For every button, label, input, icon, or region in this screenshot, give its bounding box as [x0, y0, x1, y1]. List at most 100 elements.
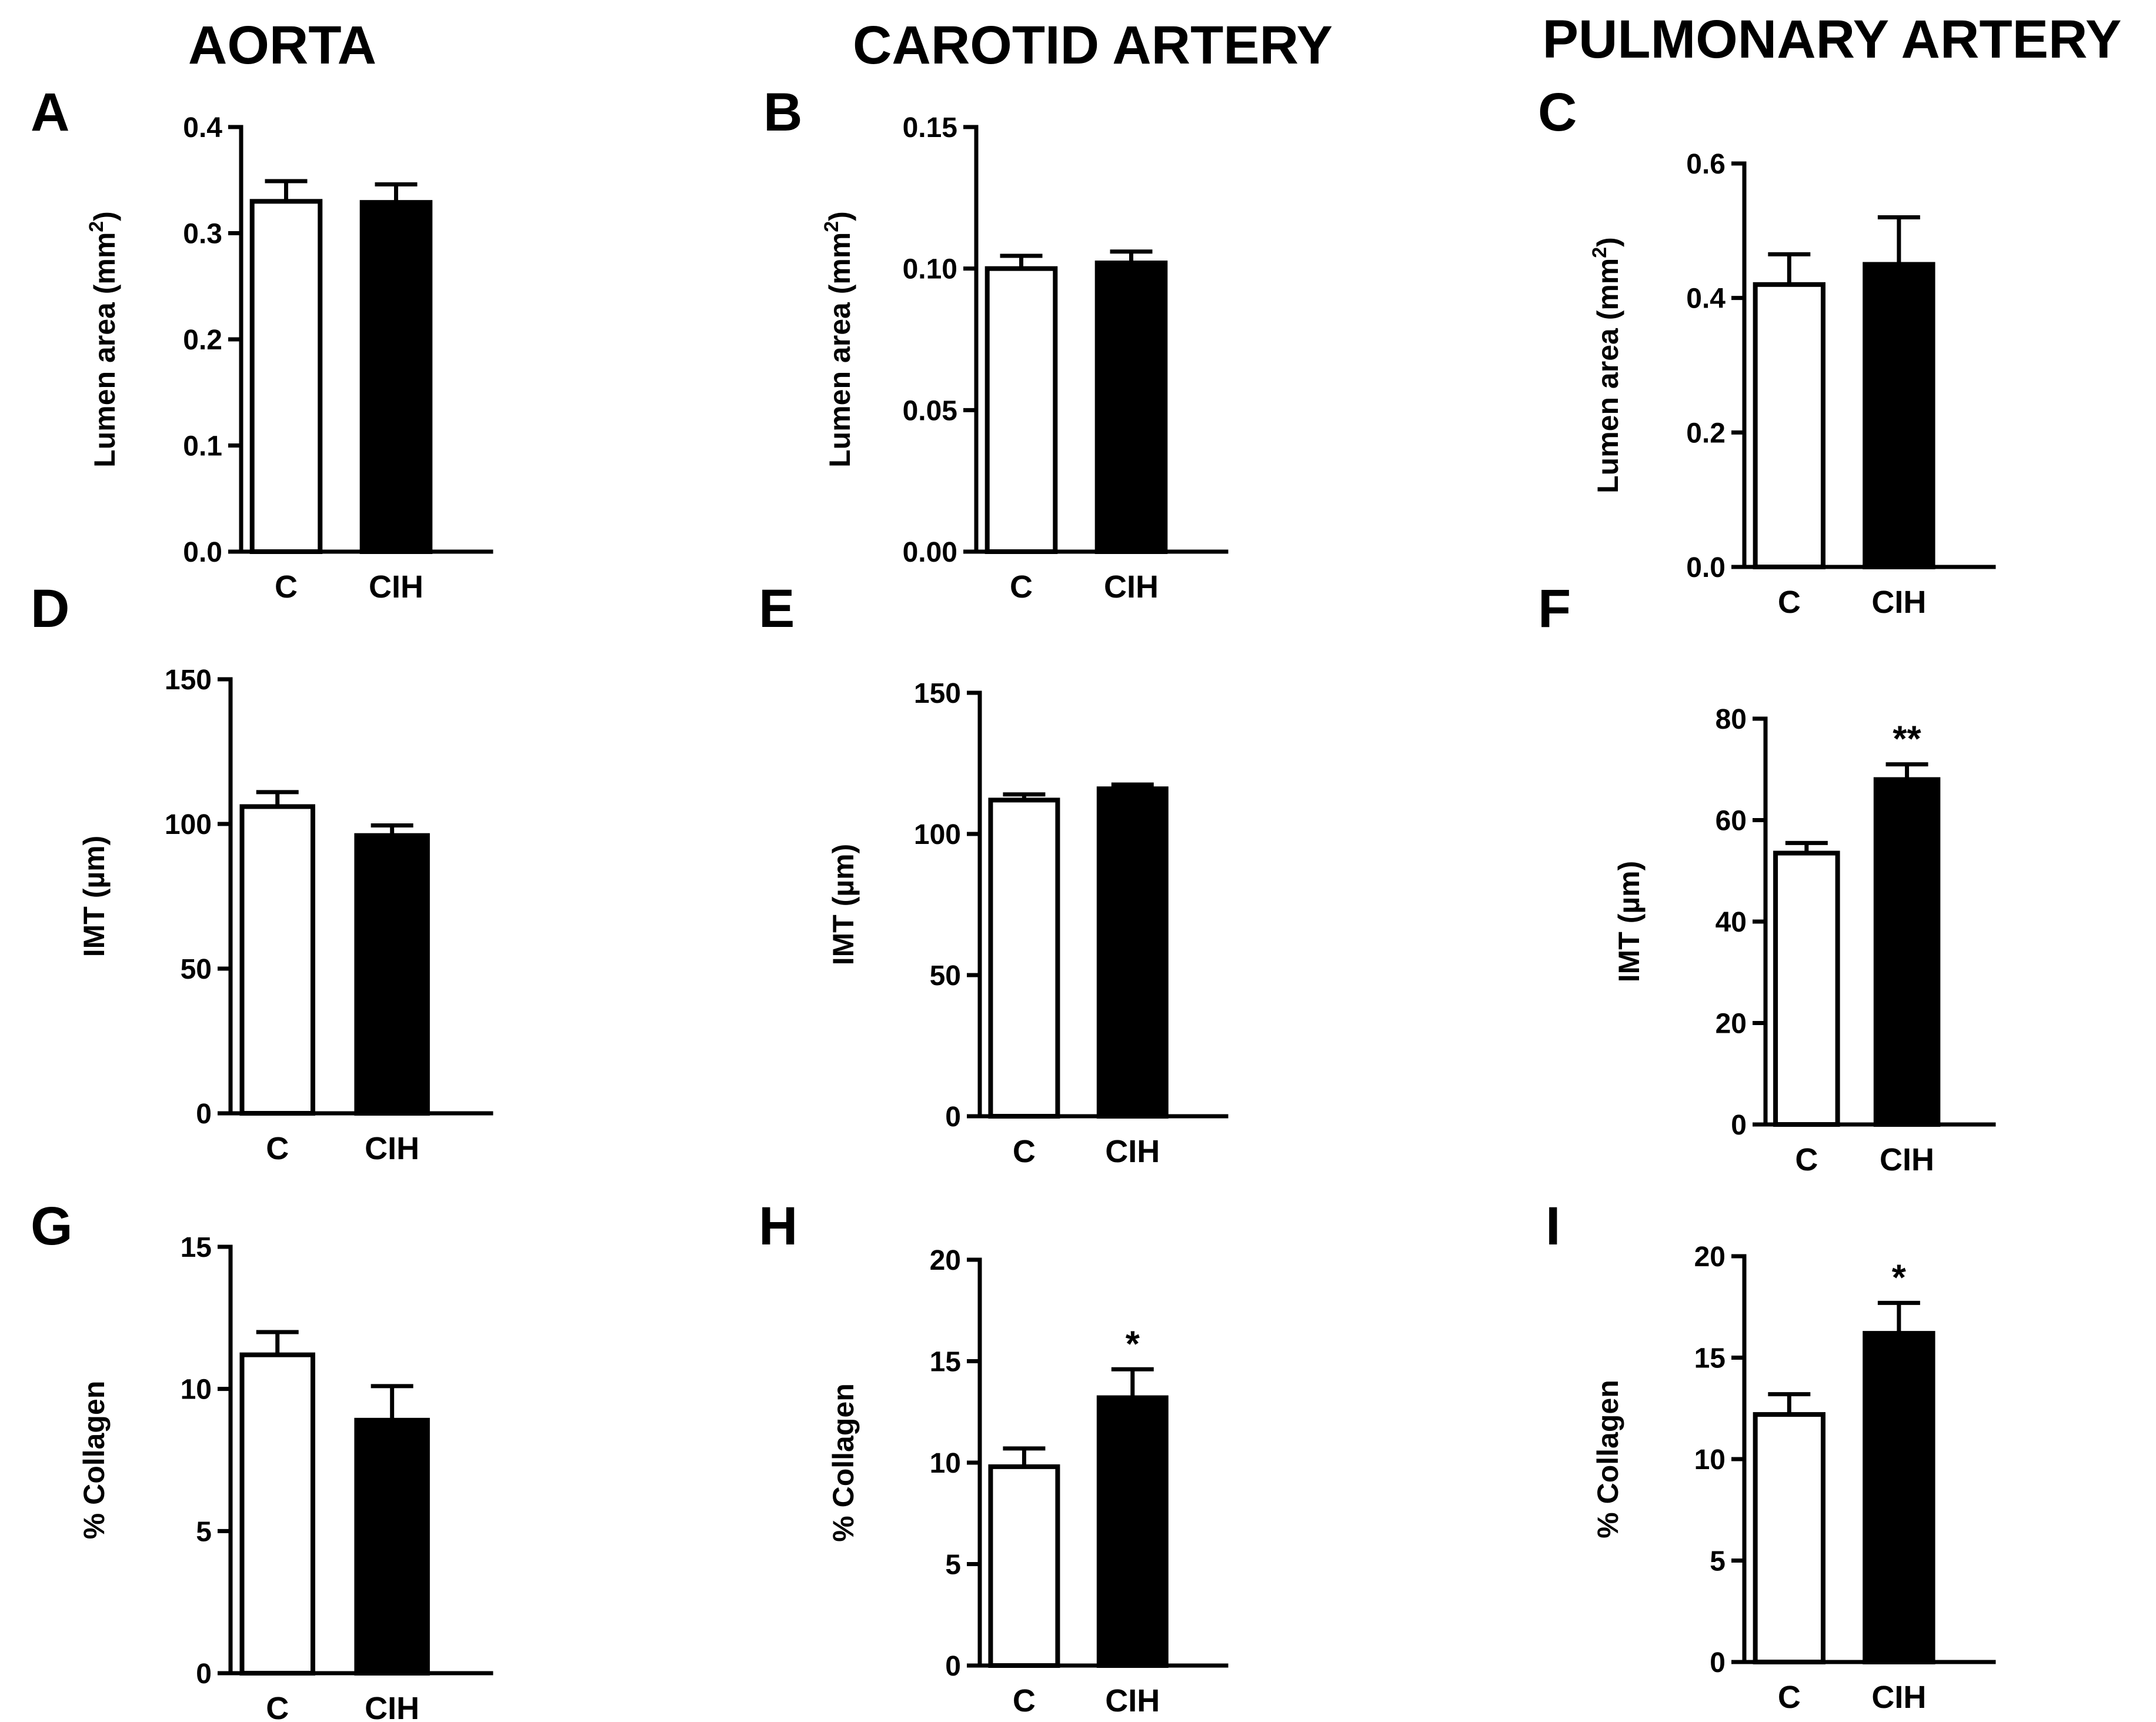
- panel-letter-e: E: [759, 579, 795, 639]
- panel-g: G 0 5 10 15 % Collagen C CIH: [31, 1196, 493, 1722]
- y-tick-label-b: 0.10: [903, 254, 957, 285]
- bar-i-cih: [1863, 1331, 1935, 1665]
- panel-d: D 0 50 100 150 IMT (µm) C CIH: [31, 579, 493, 1166]
- y-tick-label-e: 50: [930, 960, 961, 992]
- y-tick-label-c: 0.0: [1686, 552, 1726, 583]
- x-tick-label-e-cih: CIH: [1105, 1134, 1160, 1169]
- x-tick-label-g-c: C: [266, 1691, 289, 1722]
- y-tick-label-h: 10: [930, 1448, 961, 1479]
- y-axis-label-superscript: 2: [820, 221, 843, 232]
- bar-a-c: [249, 199, 323, 555]
- y-tick-label-b: 0.05: [903, 395, 957, 426]
- panel-f: F 0 20 40 60 80 IMT (µm) C CIH **: [1538, 579, 1996, 1177]
- x-tick-label-c-cih: CIH: [1871, 585, 1926, 620]
- y-tick-label-a: 0.4: [183, 112, 222, 144]
- bar-g-cih: [354, 1417, 430, 1676]
- x-tick-label-c-c: C: [1778, 585, 1801, 620]
- y-axis-label-c: Lumen area (mm2): [1588, 237, 1624, 493]
- bar-f-cih: [1873, 777, 1941, 1127]
- x-tick-label-a-c: C: [275, 569, 298, 605]
- y-axis-label-d: IMT (µm): [78, 836, 111, 957]
- panel-letter-b: B: [763, 82, 802, 142]
- bar-c-cih: [1863, 262, 1935, 569]
- y-tick-label-d: 0: [196, 1099, 212, 1130]
- panel-e: E 0 50 100 150 IMT (µm) C CIH: [759, 579, 1229, 1169]
- panel-letter-g: G: [31, 1196, 73, 1256]
- y-tick-label-i: 20: [1694, 1242, 1726, 1273]
- y-axis-label-g: % Collagen: [78, 1381, 111, 1539]
- bar-d-c: [239, 804, 315, 1116]
- y-tick-label-e: 0: [945, 1102, 961, 1133]
- bar-e-cih: [1096, 786, 1169, 1119]
- panel-b: B 0.00 0.05 0.10 0.15 Lumen area (mm2) C CIH: [763, 82, 1229, 605]
- y-tick-label-d: 150: [165, 665, 212, 696]
- x-tick-label-h-cih: CIH: [1105, 1683, 1160, 1718]
- bar-b-c: [984, 266, 1058, 554]
- panel-c: C 0.0 0.2 0.4 0.6 Lumen area (mm2) C CIH: [1538, 82, 1996, 620]
- significance-marker-f: **: [1893, 719, 1921, 760]
- bar-g-c: [239, 1352, 315, 1676]
- y-tick-label-g: 0: [196, 1658, 212, 1690]
- y-tick-label-f: 0: [1731, 1110, 1747, 1141]
- y-tick-label-c: 0.4: [1686, 283, 1726, 315]
- bar-h-c: [988, 1464, 1060, 1668]
- y-tick-label-f: 40: [1716, 907, 1747, 938]
- y-tick-label-g: 5: [196, 1516, 212, 1547]
- y-tick-label-i: 5: [1710, 1546, 1726, 1577]
- y-axis-label-close: ): [823, 211, 856, 221]
- y-tick-label-a: 0.2: [183, 325, 222, 356]
- y-tick-label-e: 100: [914, 819, 961, 850]
- panel-letter-i: I: [1546, 1196, 1561, 1256]
- y-axis-label-a: Lumen area (mm2): [85, 211, 121, 468]
- y-tick-label-f: 20: [1716, 1009, 1747, 1040]
- y-tick-label-h: 20: [930, 1245, 961, 1276]
- x-tick-label-d-cih: CIH: [365, 1131, 419, 1166]
- significance-marker-i: *: [1892, 1257, 1907, 1298]
- x-tick-label-f-c: C: [1795, 1142, 1818, 1177]
- panel-h: H 0 5 10 15 20 % Collagen C CIH *: [759, 1196, 1229, 1718]
- panel-letter-c: C: [1538, 82, 1577, 142]
- y-tick-label-b: 0.00: [903, 537, 957, 568]
- y-axis-label-h: % Collagen: [827, 1383, 860, 1541]
- y-tick-label-g: 15: [181, 1232, 212, 1263]
- bar-a-cih: [359, 200, 433, 554]
- bar-h-cih: [1096, 1395, 1169, 1668]
- y-tick-label-h: 15: [930, 1347, 961, 1378]
- bar-f-c: [1773, 850, 1840, 1127]
- y-axis-label-e: IMT (µm): [827, 844, 860, 966]
- y-axis-label-close: ): [88, 211, 121, 221]
- y-tick-label-i: 0: [1710, 1647, 1726, 1678]
- y-tick-label-a: 0.1: [183, 431, 222, 462]
- column-title-carotid: CAROTID ARTERY: [853, 15, 1333, 75]
- y-axis-label-superscript: 2: [85, 221, 108, 232]
- y-tick-label-d: 50: [181, 954, 212, 985]
- bar-d-cih: [354, 833, 430, 1116]
- y-axis-label-close: ): [1591, 237, 1624, 247]
- y-tick-label-i: 10: [1694, 1444, 1726, 1476]
- x-tick-label-a-cih: CIH: [369, 569, 423, 605]
- y-axis-label-f: IMT (µm): [1613, 861, 1646, 983]
- panel-letter-f: F: [1538, 579, 1571, 639]
- panel-letter-a: A: [31, 82, 69, 142]
- y-tick-label-a: 0.3: [183, 219, 222, 250]
- y-tick-label-c: 0.6: [1686, 149, 1726, 180]
- bar-c-c: [1753, 282, 1825, 569]
- y-tick-label-f: 60: [1716, 806, 1747, 837]
- y-tick-label-i: 15: [1694, 1343, 1726, 1374]
- y-tick-label-e: 150: [914, 678, 961, 709]
- y-axis-label-b: Lumen area (mm2): [820, 211, 856, 468]
- x-tick-label-b-c: C: [1010, 569, 1033, 605]
- column-title-pulmonary: PULMONARY ARTERY: [1543, 9, 2122, 69]
- x-tick-label-g-cih: CIH: [365, 1691, 419, 1722]
- bar-i-c: [1753, 1412, 1825, 1665]
- y-tick-label-h: 0: [945, 1651, 961, 1682]
- bar-e-c: [988, 797, 1060, 1119]
- y-axis-label-i: % Collagen: [1591, 1380, 1624, 1538]
- panel-a: A 0.0 0.1 0.2 0.3 0.4 Lumen area (mm2) C CIH: [31, 82, 493, 605]
- panel-letter-h: H: [759, 1196, 797, 1256]
- y-tick-label-h: 5: [945, 1550, 961, 1581]
- significance-marker-h: *: [1126, 1324, 1140, 1364]
- panel-i: I 0 5 10 15 20 % Collagen C CIH *: [1546, 1196, 1996, 1715]
- y-tick-label-a: 0.0: [183, 537, 222, 568]
